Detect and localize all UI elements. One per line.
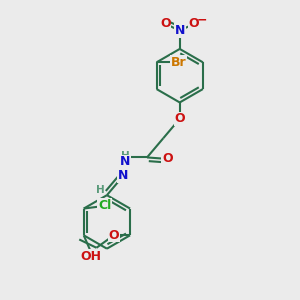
Text: O: O — [174, 112, 185, 125]
Text: N: N — [175, 24, 185, 37]
Text: Cl: Cl — [98, 199, 111, 212]
Text: O: O — [108, 229, 119, 242]
Text: O: O — [162, 152, 172, 165]
Text: H: H — [121, 151, 130, 161]
Text: N: N — [120, 155, 130, 168]
Text: OH: OH — [81, 250, 102, 262]
Text: Br: Br — [170, 56, 186, 69]
Text: H: H — [96, 185, 105, 195]
Text: N: N — [118, 169, 128, 182]
Text: −: − — [196, 13, 207, 26]
Text: O: O — [160, 17, 171, 31]
Text: O: O — [189, 17, 199, 31]
